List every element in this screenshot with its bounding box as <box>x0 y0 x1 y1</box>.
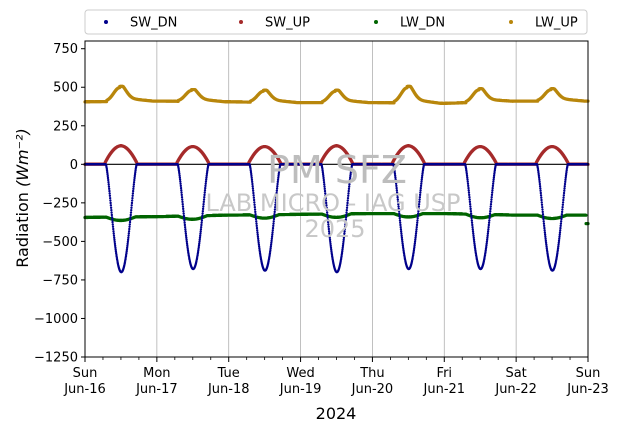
legend-box <box>84 9 588 35</box>
legend-label-lw-up: LW_UP <box>535 16 578 31</box>
x-tick-weekday-0: Sun <box>73 366 98 381</box>
watermark-line3: 2025 <box>304 215 365 243</box>
y-tick-label-1: −1000 <box>34 312 78 327</box>
x-tick-date-5: Jun-21 <box>423 382 466 397</box>
x-tick-weekday-7: Sun <box>576 366 601 381</box>
y-axis-title-label: Radiation <box>13 192 32 268</box>
x-axis: SunJun-16MonJun-17TueJun-18WedJun-19ThuJ… <box>63 357 609 397</box>
y-axis-title: Radiation (Wm⁻²) <box>13 128 32 267</box>
legend-label-sw-dn: SW_DN <box>130 16 177 31</box>
y-tick-label-8: 750 <box>53 42 78 57</box>
x-tick-date-3: Jun-19 <box>279 382 322 397</box>
grid-lines <box>156 41 517 357</box>
y-tick-label-5: 0 <box>70 158 78 173</box>
x-tick-date-2: Jun-18 <box>207 382 250 397</box>
watermark: PM SFZ LAB MICRO - IAG USP 2025 <box>205 148 460 243</box>
legend-marker-lw-up <box>509 20 513 24</box>
x-tick-weekday-4: Thu <box>359 366 384 381</box>
x-tick-weekday-6: Sat <box>505 366 526 381</box>
legend-marker-lw-dn <box>374 20 378 24</box>
y-tick-label-7: 500 <box>53 81 78 96</box>
x-tick-weekday-2: Tue <box>217 366 240 381</box>
x-tick-date-6: Jun-22 <box>494 382 537 397</box>
y-tick-label-0: −1250 <box>34 351 78 366</box>
y-tick-label-2: −750 <box>42 273 78 288</box>
x-axis-title: 2024 <box>316 404 357 423</box>
y-tick-label-4: −250 <box>42 196 78 211</box>
legend-marker-sw-dn <box>104 20 108 24</box>
x-tick-weekday-1: Mon <box>143 366 170 381</box>
x-tick-weekday-3: Wed <box>286 366 314 381</box>
x-tick-date-0: Jun-16 <box>63 382 106 397</box>
legend-label-sw-up: SW_UP <box>265 16 310 31</box>
watermark-line2: LAB MICRO - IAG USP <box>205 189 460 217</box>
y-tick-label-3: −500 <box>42 235 78 250</box>
y-tick-label-6: 250 <box>53 119 78 134</box>
legend-label-lw-dn: LW_DN <box>400 16 445 31</box>
legend-marker-sw-up <box>239 20 243 24</box>
x-tick-date-1: Jun-17 <box>135 382 178 397</box>
x-tick-date-4: Jun-20 <box>351 382 394 397</box>
legend: SW_DN SW_UP LW_DN LW_UP <box>84 9 588 35</box>
x-tick-weekday-5: Fri <box>437 366 453 381</box>
y-axis-title-unit: (Wm⁻²) <box>13 128 32 187</box>
watermark-line1: PM SFZ <box>267 148 407 192</box>
x-tick-date-7: Jun-23 <box>566 382 609 397</box>
y-axis: −1250 −1000 −750 −500 −250 0 250 500 750 <box>34 42 85 366</box>
